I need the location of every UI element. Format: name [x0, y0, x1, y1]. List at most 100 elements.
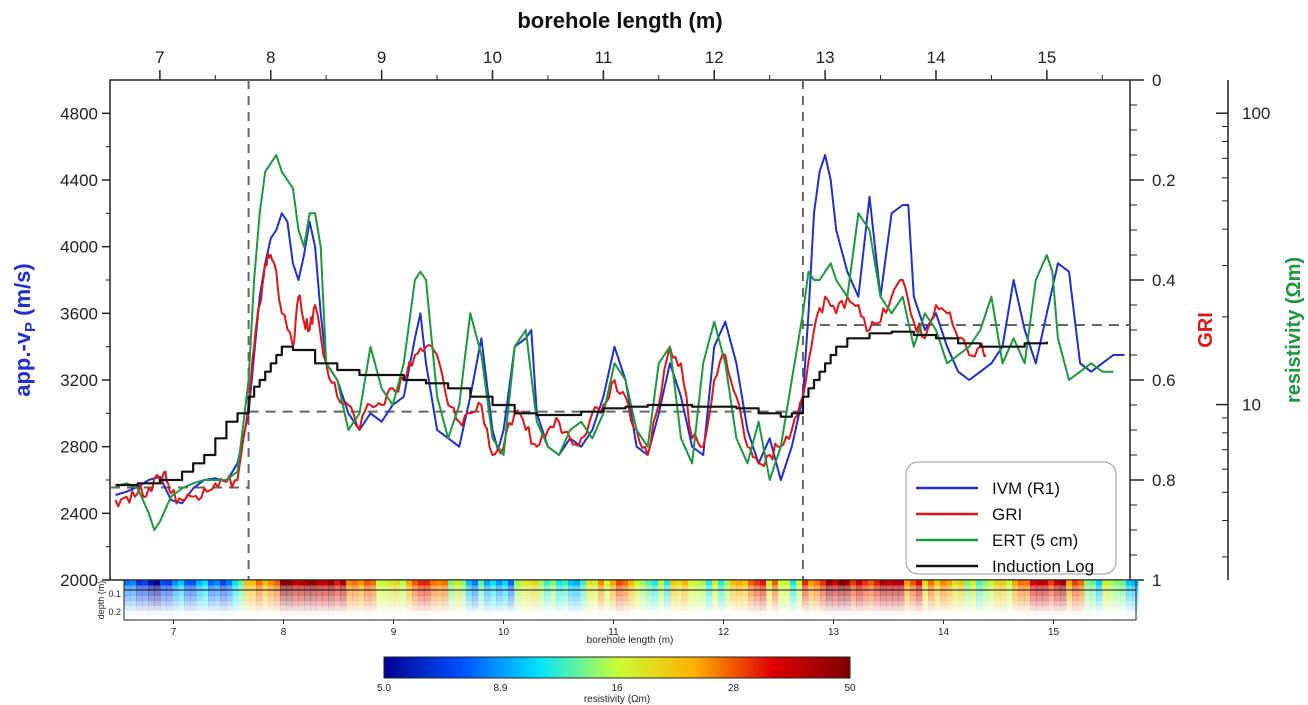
heatmap-cell [262, 595, 269, 601]
heatmap-y-label: depth (m) [96, 581, 106, 620]
heatmap-cell [490, 605, 497, 611]
heatmap-cell [520, 600, 527, 606]
heatmap-cell [406, 585, 413, 591]
heatmap-cell [580, 605, 587, 611]
heatmap-cell [1096, 605, 1103, 611]
heatmap-cell [478, 610, 485, 616]
heatmap-cell [568, 600, 575, 606]
heatmap-cell [1102, 605, 1109, 611]
heatmap-cell [532, 610, 539, 616]
heatmap-cell [1000, 595, 1007, 601]
heatmap-cell [634, 605, 641, 611]
gri-tick-label: 0.2 [1152, 171, 1176, 190]
heatmap-cell [544, 610, 551, 616]
heatmap-cell [724, 595, 731, 601]
heatmap-cell [1030, 595, 1037, 601]
heatmap-cell [748, 605, 755, 611]
heatmap-x-axis: 7 8 9 10 11 12 13 14 15 [171, 620, 1059, 638]
heatmap-cell [1018, 580, 1025, 586]
heatmap-cell [286, 610, 293, 616]
heatmap-cell [676, 600, 683, 606]
heatmap-cell [964, 590, 971, 596]
heatmap-cell [226, 580, 233, 586]
heatmap-cell [928, 610, 935, 616]
heatmap-cell [244, 585, 251, 591]
heatmap-cell [820, 610, 827, 616]
heatmap-cell [394, 610, 401, 616]
heatmap-cell [232, 580, 239, 586]
heatmap-cell [1120, 590, 1127, 596]
heatmap-cell [220, 585, 227, 591]
heatmap-cell [790, 585, 797, 591]
heatmap-cell [796, 600, 803, 606]
heatmap-cell [964, 580, 971, 586]
heatmap-cell [490, 610, 497, 616]
heatmap-cell [1036, 585, 1043, 591]
heatmap-cell [190, 590, 197, 596]
heatmap-cell [166, 580, 173, 586]
heatmap-cell [250, 610, 257, 616]
heatmap-cell [580, 600, 587, 606]
heatmap-cell [1018, 600, 1025, 606]
heatmap-cell [1066, 590, 1073, 596]
heatmap-cell [760, 605, 767, 611]
heatmap-cell [760, 595, 767, 601]
heatmap-cell [1060, 590, 1067, 596]
heatmap-cell [694, 590, 701, 596]
heatmap-cell [898, 585, 905, 591]
heatmap-cell [694, 585, 701, 591]
heatmap-cell [166, 605, 173, 611]
heatmap-cell [364, 600, 371, 606]
heatmap-cell [214, 585, 221, 591]
heatmap-cell [958, 580, 965, 586]
heatmap-cell [514, 600, 521, 606]
heatmap-cell [802, 600, 809, 606]
heatmap-cell [622, 595, 629, 601]
heatmap-cell [406, 580, 413, 586]
heatmap-cell [856, 610, 863, 616]
heatmap-cell [1114, 590, 1121, 596]
heatmap-cell [700, 580, 707, 586]
heatmap-cell [130, 585, 137, 591]
heatmap-cell [196, 600, 203, 606]
heatmap-cell [274, 605, 281, 611]
heatmap-cell [244, 595, 251, 601]
heatmap-cell [928, 600, 935, 606]
heatmap-cell [460, 595, 467, 601]
heatmap-cell [922, 605, 929, 611]
heatmap-cell [1084, 595, 1091, 601]
heatmap-cell [250, 590, 257, 596]
heatmap-cell [598, 600, 605, 606]
heatmap-cell [364, 585, 371, 591]
heatmap-cell [706, 585, 713, 591]
heatmap-cell [1126, 590, 1133, 596]
heatmap-cell [202, 610, 209, 616]
heatmap-cell [598, 580, 605, 586]
heatmap-cell [592, 585, 599, 591]
heatmap-cell [322, 605, 329, 611]
heatmap-cell [232, 590, 239, 596]
heatmap-cell [922, 610, 929, 616]
heatmap-cell [412, 580, 419, 586]
heatmap-cell [910, 585, 917, 591]
heatmap-cell [724, 610, 731, 616]
heatmap-cell [292, 600, 299, 606]
heatmap-cell [1030, 585, 1037, 591]
heatmap-cell [274, 580, 281, 586]
heatmap-cell [670, 590, 677, 596]
heatmap-cell [622, 590, 629, 596]
heatmap-cell [334, 610, 341, 616]
heatmap-cell [970, 580, 977, 586]
heatmap-cell [136, 580, 143, 586]
heatmap-cell [520, 590, 527, 596]
heatmap-cell [502, 610, 509, 616]
heatmap-cell [166, 590, 173, 596]
heatmap-cell [628, 610, 635, 616]
heatmap-cell [280, 605, 287, 611]
heatmap-cell [580, 610, 587, 616]
heatmap-cell [412, 595, 419, 601]
heatmap-cell [1030, 605, 1037, 611]
heatmap-cell [898, 600, 905, 606]
heatmap-cell [142, 580, 149, 586]
heatmap-cell [748, 585, 755, 591]
